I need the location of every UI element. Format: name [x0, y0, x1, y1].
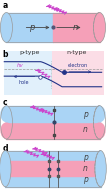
Text: a: a	[2, 2, 7, 10]
Text: hv: hv	[17, 63, 24, 67]
Ellipse shape	[0, 122, 13, 139]
FancyBboxPatch shape	[52, 51, 104, 95]
Text: b: b	[2, 50, 8, 59]
Text: p-type: p-type	[20, 50, 40, 55]
Ellipse shape	[0, 106, 13, 122]
Ellipse shape	[0, 151, 11, 187]
Text: p: p	[83, 175, 88, 184]
Text: electron: electron	[68, 64, 88, 68]
Text: d: d	[2, 144, 8, 153]
Text: hole: hole	[18, 80, 29, 85]
Ellipse shape	[95, 151, 106, 187]
Text: p: p	[83, 153, 88, 162]
Text: p: p	[29, 23, 35, 32]
Text: c: c	[2, 98, 7, 107]
Ellipse shape	[93, 12, 106, 42]
Text: n: n	[83, 164, 88, 173]
FancyBboxPatch shape	[4, 51, 52, 95]
Text: n: n	[72, 23, 78, 32]
Text: n-type: n-type	[67, 50, 87, 55]
Text: n: n	[83, 125, 88, 134]
Ellipse shape	[93, 106, 106, 122]
Text: p: p	[83, 110, 88, 119]
Ellipse shape	[0, 12, 13, 42]
Ellipse shape	[93, 122, 106, 139]
